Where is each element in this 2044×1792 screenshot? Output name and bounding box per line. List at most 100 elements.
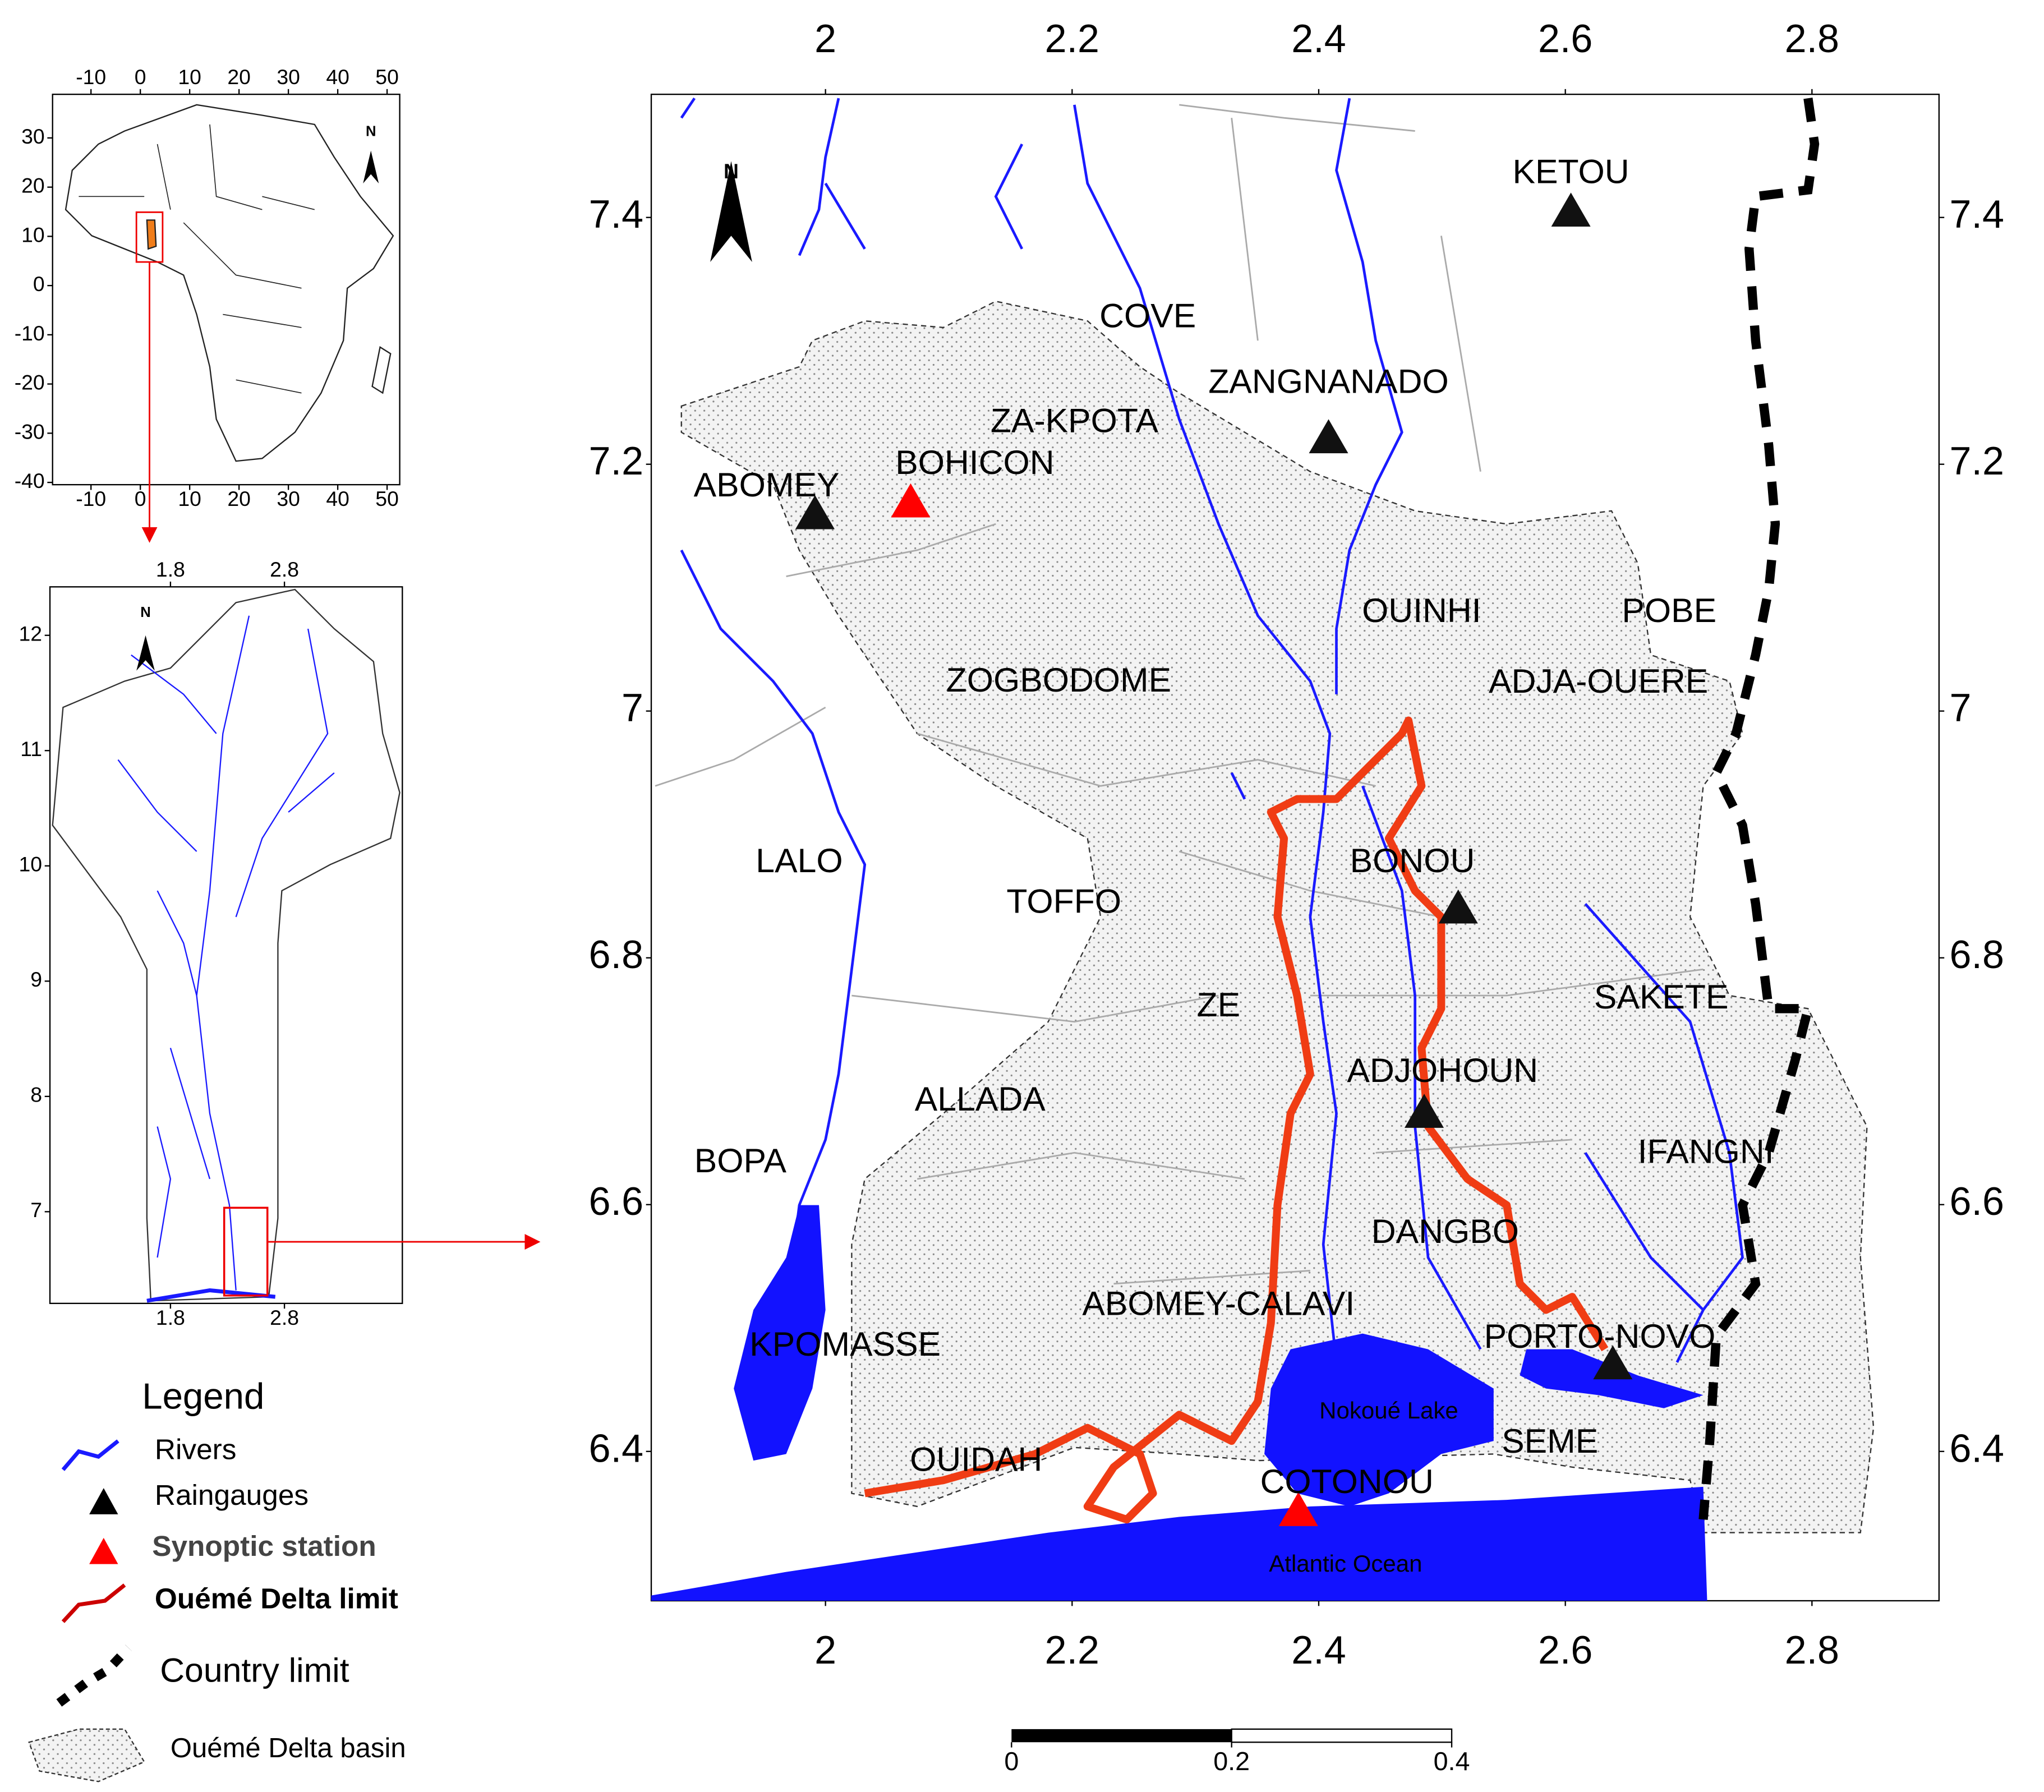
north-arrow (136, 635, 155, 671)
place-label: KPOMASSE (749, 1325, 941, 1363)
y-tick-label: 7 (1950, 686, 1972, 730)
y-tick-label: 30 (21, 125, 45, 148)
y-tick-label: 9 (30, 968, 42, 991)
x-tick-label: 40 (326, 487, 349, 510)
y-tick-label: 7.2 (1950, 439, 2004, 483)
raingauge (1438, 889, 1478, 924)
legend-delta-symbol (61, 1583, 126, 1623)
synoptic-station (1278, 1492, 1318, 1526)
place-label: TOFFO (1006, 882, 1121, 920)
water-label: Nokoué Lake (1319, 1397, 1458, 1424)
x-tick-label: 50 (375, 65, 399, 89)
y-tick-label: 7.2 (589, 439, 643, 483)
y-tick-label: 10 (21, 223, 45, 246)
y-tick-label: 11 (20, 737, 42, 761)
legend-title: Legend (142, 1376, 264, 1417)
place-label: IFANGNI (1638, 1132, 1774, 1171)
north-label: N (724, 159, 739, 183)
place-label: ZA-KPOTA (991, 401, 1159, 439)
place-label: ABOMEY-CALAVI (1082, 1284, 1355, 1323)
north-label: N (366, 124, 376, 140)
x-tick-label: 2.8 (1785, 1628, 1839, 1672)
place-label: PORTO-NOVO (1484, 1317, 1716, 1355)
x-tick-label: 2 (814, 17, 836, 61)
y-tick-label: 7 (622, 686, 643, 730)
place-label: ADJOHOUN (1347, 1051, 1538, 1089)
legend: Legend (28, 1376, 264, 1782)
legend-country-symbol (56, 1644, 132, 1707)
north-label: N (140, 605, 151, 620)
x-tick-label: 2.6 (1538, 17, 1592, 61)
africa-borders (79, 124, 315, 394)
place-label: LALO (756, 841, 843, 879)
place-label: SEME (1502, 1422, 1598, 1460)
scale-segment (1231, 1728, 1453, 1743)
place-label: COTONOU (1260, 1462, 1434, 1500)
legend-raingauge-symbol (89, 1488, 118, 1514)
x-tick-label: 30 (277, 487, 300, 510)
raingauge (795, 495, 835, 529)
benin-inset: N (49, 586, 403, 1305)
legend-item: Synoptic station (152, 1530, 376, 1562)
place-label: ALLADA (915, 1080, 1046, 1118)
atlantic-ocean (651, 1486, 1707, 1601)
scale-label: 0.2 (1213, 1747, 1250, 1776)
x-tick-label: 50 (375, 487, 399, 510)
x-tick-label: 0 (135, 65, 146, 89)
place-label: OUIDAH (910, 1440, 1042, 1478)
place-label: ZANGNANADO (1208, 362, 1448, 400)
y-tick-label: 8 (30, 1083, 42, 1107)
x-tick-label: 10 (178, 487, 201, 510)
x-tick-label: 2.8 (270, 1306, 299, 1329)
place-label: KETOU (1513, 153, 1629, 191)
north-arrow (710, 161, 752, 262)
place-label: POBE (1622, 591, 1716, 629)
place-label: ABOMEY (694, 466, 840, 504)
raingauge (1593, 1345, 1633, 1380)
y-tick-label: 6.4 (589, 1426, 643, 1470)
place-label: SAKETE (1594, 978, 1729, 1016)
x-tick-label: 2.8 (1785, 17, 1839, 61)
y-tick-label: -40 (15, 469, 45, 492)
admin-boundaries (655, 104, 1704, 1285)
y-tick-label: 6.8 (589, 933, 643, 976)
benin-highlight (146, 219, 157, 250)
x-tick-label: 20 (227, 65, 251, 89)
place-label: BOPA (694, 1141, 787, 1180)
x-tick-label: 2.2 (1045, 17, 1099, 61)
place-label: ZOGBODOME (946, 661, 1171, 699)
y-tick-label: 6.6 (589, 1180, 643, 1223)
y-tick-label: 7 (30, 1198, 42, 1222)
x-tick-label: 2.8 (270, 558, 299, 581)
place-label: ADJA-OUERE (1489, 662, 1708, 700)
scale-label: 0 (1004, 1747, 1019, 1776)
place-label: COVE (1099, 297, 1196, 335)
rivers (680, 97, 1744, 1363)
country-limit (1698, 98, 1820, 1520)
raingauge (1404, 1094, 1444, 1128)
x-tick-label: 20 (227, 487, 251, 510)
benin-rivers (117, 615, 335, 1291)
africa-inset: N (52, 93, 400, 486)
x-tick-label: 10 (178, 65, 201, 89)
main-map: N (650, 93, 1940, 1602)
synoptic-station (891, 483, 931, 518)
scale-bar (1011, 1728, 1453, 1743)
x-tick-label: 2.6 (1538, 1628, 1592, 1672)
y-tick-label: 6.8 (1950, 933, 2004, 976)
place-label: ZE (1197, 985, 1241, 1024)
x-tick-label: -10 (76, 65, 106, 89)
y-tick-label: 7.4 (589, 192, 643, 236)
legend-item: Rivers (155, 1432, 237, 1465)
x-tick-label: -10 (76, 487, 106, 510)
x-tick-label: 1.8 (156, 558, 185, 581)
place-label: BONOU (1350, 841, 1475, 879)
nokoue-lake (1264, 1333, 1494, 1507)
legend-item: Raingauges (155, 1478, 309, 1511)
raingauge (1309, 419, 1348, 454)
y-tick-label: 6.6 (1950, 1180, 2004, 1223)
x-tick-label: 0 (135, 487, 146, 510)
africa-outline (65, 104, 394, 462)
legend-item: Country limit (160, 1651, 349, 1689)
